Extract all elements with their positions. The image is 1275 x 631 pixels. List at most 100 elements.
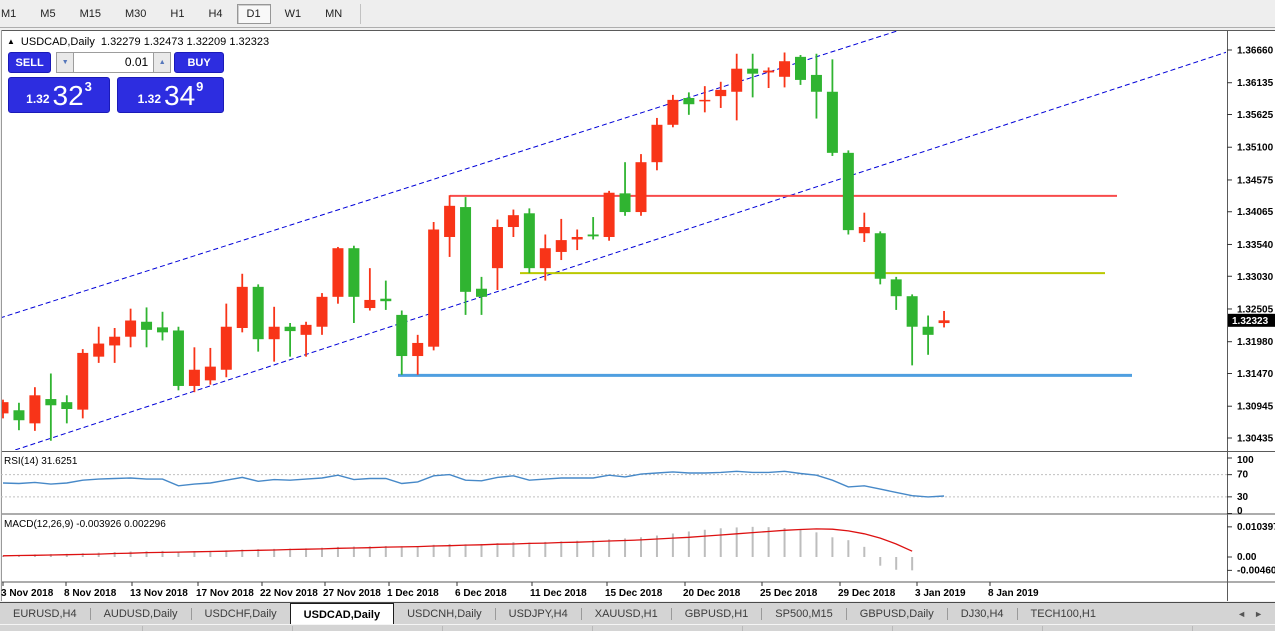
tab-divider — [761, 608, 763, 620]
date-axis-label: 25 Dec 2018 — [760, 588, 818, 599]
date-axis-label: 27 Nov 2018 — [323, 588, 381, 599]
sell-button[interactable]: SELL — [8, 52, 52, 73]
rsi-line — [2, 470, 945, 498]
timeframe-button-m5[interactable]: M5 — [40, 7, 56, 20]
buy-price-button[interactable]: 1.32 34 9 — [117, 77, 224, 113]
tab-gbpusd-h1[interactable]: GBPUSD,H1 — [684, 608, 749, 620]
candle-bear — [906, 296, 918, 327]
date-axis-label: 13 Nov 2018 — [130, 588, 188, 599]
candle-bear — [141, 321, 153, 330]
candle-bear — [874, 233, 886, 279]
buy-price-pips: 34 — [164, 80, 196, 111]
volume-decrease-button[interactable]: ▼ — [56, 52, 75, 73]
volume-input[interactable]: 0.01 — [74, 52, 154, 73]
candle-bear — [826, 91, 838, 153]
candle-bull — [763, 70, 775, 73]
candle-bull — [109, 336, 121, 346]
candle-bull — [332, 248, 344, 297]
timeframe-button-h4[interactable]: H4 — [208, 7, 223, 20]
candle-bear — [922, 326, 934, 335]
collapse-panel-icon[interactable]: ▲ — [7, 37, 15, 46]
timeframe-button-mn[interactable]: MN — [325, 7, 343, 20]
macd-axis-label: 0.010397 — [1237, 522, 1275, 533]
tab-xauusd-h1[interactable]: XAUUSD,H1 — [594, 608, 658, 620]
candle-bear — [619, 193, 631, 213]
price-axis-label: 1.30435 — [1237, 433, 1274, 444]
candle-bear — [460, 207, 472, 292]
rsi-axis-label: 30 — [1237, 492, 1249, 503]
tabs-scroll-left-icon[interactable]: ◄ — [1237, 609, 1247, 619]
volume-increase-button[interactable]: ▲ — [153, 52, 172, 73]
tab-usdchf-daily[interactable]: USDCHF,Daily — [204, 608, 277, 620]
tab-sp500-m15[interactable]: SP500,M15 — [775, 608, 833, 620]
candle-bull — [667, 99, 679, 125]
tab-divider — [580, 608, 582, 620]
candle-bear — [810, 74, 822, 92]
tab-usdjpy-h4[interactable]: USDJPY,H4 — [508, 608, 568, 620]
tabs-scroll-right-icon[interactable]: ► — [1254, 609, 1263, 619]
timeframe-button-m1[interactable]: M1 — [1, 7, 17, 20]
main-chart-pane[interactable] — [0, 30, 1227, 455]
candle-bear — [476, 288, 487, 297]
tab-divider — [190, 608, 192, 620]
tab-usdcad-daily[interactable]: USDCAD,Daily — [289, 603, 395, 625]
price-axis-label: 1.34065 — [1237, 207, 1274, 218]
candle-bull — [412, 342, 424, 357]
timeframe-button-m15[interactable]: M15 — [79, 7, 101, 20]
chart-background — [1, 30, 1275, 601]
candle-bull — [603, 192, 615, 237]
candle-bear — [587, 234, 599, 237]
candle-bull — [731, 68, 743, 92]
candle-bull — [715, 89, 727, 97]
candle-bull — [938, 320, 950, 324]
sell-price-point: 3 — [84, 79, 92, 94]
symbol-tabs-bar: EURUSD,H4 AUDUSD,Daily USDCHF,Daily USDCAD,… — [0, 602, 1275, 625]
chevron-down-icon: ▼ — [61, 59, 69, 66]
date-axis-label: 8 Jan 2019 — [988, 588, 1039, 599]
buy-button[interactable]: BUY — [174, 52, 224, 73]
candle-bear — [61, 402, 73, 410]
sell-price-button[interactable]: 1.32 32 3 — [8, 77, 111, 113]
candle-bull — [204, 366, 216, 381]
tab-gbpusd-daily[interactable]: GBPUSD,Daily — [859, 608, 934, 620]
candle-bull — [444, 205, 456, 237]
tab-divider — [89, 608, 91, 620]
date-axis-label: 22 Nov 2018 — [260, 588, 318, 599]
date-axis-label: 3 Nov 2018 — [1, 588, 54, 599]
timeframe-button-m30[interactable]: M30 — [124, 7, 147, 20]
timeframe-button-d1[interactable]: D1 — [236, 3, 271, 24]
candle-bull — [571, 236, 583, 240]
rsi-label: RSI(14) 31.6251 — [4, 456, 78, 467]
rsi-axis-label: 70 — [1237, 470, 1249, 481]
timeframe-button-h1[interactable]: H1 — [170, 7, 185, 20]
date-axis-label: 15 Dec 2018 — [605, 588, 663, 599]
date-axis-label: 20 Dec 2018 — [683, 588, 741, 599]
ohlc-values: 1.32279 1.32473 1.32209 1.32323 — [100, 36, 270, 48]
candle-bear — [13, 410, 25, 421]
tab-tech100-h1[interactable]: TECH100,H1 — [1030, 608, 1096, 620]
price-axis-label: 1.31980 — [1237, 337, 1274, 348]
symbol-title: USDCAD,Daily — [20, 36, 95, 48]
tab-eurusd-h4[interactable]: EURUSD,H4 — [13, 608, 77, 620]
timeframe-button-w1[interactable]: W1 — [284, 7, 302, 20]
tab-dj30-h4[interactable]: DJ30,H4 — [960, 608, 1004, 620]
candle-bull — [125, 320, 137, 337]
tab-usdcnh-daily[interactable]: USDCNH,Daily — [407, 608, 482, 620]
chevron-up-icon: ▲ — [158, 59, 166, 66]
rsi-axis-label: 0 — [1237, 506, 1243, 517]
status-bar-divider — [1042, 626, 1043, 631]
tab-divider — [670, 608, 672, 620]
candle-bear — [795, 56, 806, 80]
candle-bear — [45, 399, 57, 406]
price-axis-label: 1.33030 — [1237, 272, 1274, 283]
tab-audusd-daily[interactable]: AUDUSD,Daily — [103, 608, 178, 620]
candle-bull — [539, 248, 551, 269]
price-axis-label: 1.36135 — [1237, 78, 1274, 89]
price-axis-label: 1.33540 — [1237, 240, 1274, 251]
status-bar-divider — [442, 626, 443, 631]
candle-bull — [77, 352, 89, 410]
candle-bear — [747, 68, 759, 74]
candle-bull — [699, 99, 711, 102]
